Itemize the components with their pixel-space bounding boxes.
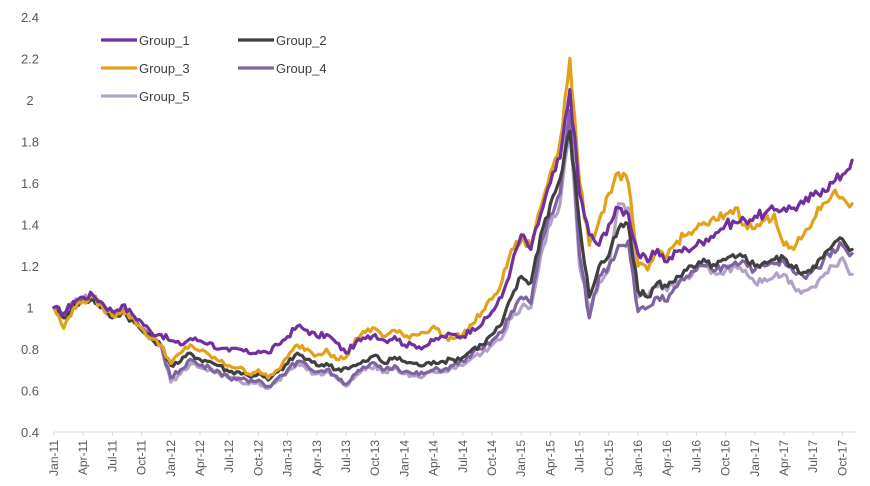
x-tick-label: Jan-16 bbox=[631, 440, 645, 477]
x-tick-label: Jul-13 bbox=[339, 440, 353, 473]
x-tick-label: Jul-14 bbox=[456, 440, 470, 473]
legend-label: Group_4 bbox=[276, 61, 327, 76]
x-tick-label: Apr-17 bbox=[777, 440, 791, 476]
series-line-group-3 bbox=[52, 56, 854, 380]
x-tick-label: Apr-13 bbox=[310, 440, 324, 476]
x-tick-label: Oct-13 bbox=[368, 440, 382, 476]
y-tick-label: 1.4 bbox=[21, 218, 39, 233]
series-layer bbox=[52, 56, 854, 390]
series-line-group-2 bbox=[52, 129, 854, 382]
series-line-group-1 bbox=[52, 88, 854, 356]
legend-label: Group_2 bbox=[276, 33, 327, 48]
x-tick-label: Jan-14 bbox=[397, 440, 411, 477]
x-tick-label: Jan-15 bbox=[514, 440, 528, 477]
x-tick-label: Apr-11 bbox=[76, 440, 90, 475]
y-tick-label: 0.8 bbox=[21, 342, 39, 357]
x-tick-label: Jan-17 bbox=[748, 440, 762, 477]
series-line-group-4 bbox=[52, 108, 854, 389]
x-tick-label: Apr-12 bbox=[193, 440, 207, 476]
y-tick-label: 2.4 bbox=[21, 10, 39, 25]
legend-label: Group_3 bbox=[139, 61, 190, 76]
x-tick-label: Oct-15 bbox=[602, 440, 616, 476]
legend-label: Group_1 bbox=[139, 33, 190, 48]
legend-label: Group_5 bbox=[139, 89, 190, 104]
x-tick-label: Jul-16 bbox=[689, 440, 703, 473]
x-tick-label: Oct-11 bbox=[135, 440, 149, 475]
y-tick-label: 1.8 bbox=[21, 135, 39, 150]
x-tick-label: Jul-17 bbox=[806, 440, 820, 473]
y-tick-label: 1 bbox=[26, 301, 33, 316]
x-tick-label: Jan-11 bbox=[47, 440, 61, 476]
y-tick-label: 2.2 bbox=[21, 52, 39, 67]
x-axis: Jan-11 Apr-11 Jul-11 Oct-11 Jan-12 Apr-12 Jul-… bbox=[47, 431, 856, 477]
x-tick-label: Oct-17 bbox=[835, 440, 849, 476]
x-tick-label: Oct-16 bbox=[719, 440, 733, 476]
x-tick-label: Apr-14 bbox=[427, 440, 441, 476]
series-line-group-5 bbox=[52, 119, 854, 390]
y-tick-label: 2 bbox=[26, 93, 33, 108]
x-tick-label: Jan-12 bbox=[164, 440, 178, 477]
x-tick-label: Jul-15 bbox=[573, 440, 587, 473]
x-tick-label: Oct-12 bbox=[251, 440, 265, 476]
legend: Group_1 Group_2 Group_3 Group_4 Group_5 bbox=[101, 33, 327, 104]
x-tick-label: Apr-16 bbox=[660, 440, 674, 476]
x-tick-label: Jul-12 bbox=[222, 440, 236, 473]
x-tick-label: Apr-15 bbox=[543, 440, 557, 476]
y-tick-label: 0.6 bbox=[21, 384, 39, 399]
x-tick-label: Jul-11 bbox=[105, 440, 119, 472]
y-tick-label: 0.4 bbox=[21, 425, 39, 440]
y-axis: 0.4 0.6 0.8 1 1.2 1.4 1.6 1.8 2 2.2 2.4 bbox=[21, 10, 39, 440]
y-tick-label: 1.6 bbox=[21, 176, 39, 191]
y-tick-label: 1.2 bbox=[21, 259, 39, 274]
x-tick-label: Oct-14 bbox=[485, 440, 499, 476]
x-tick-label: Jan-13 bbox=[281, 440, 295, 477]
